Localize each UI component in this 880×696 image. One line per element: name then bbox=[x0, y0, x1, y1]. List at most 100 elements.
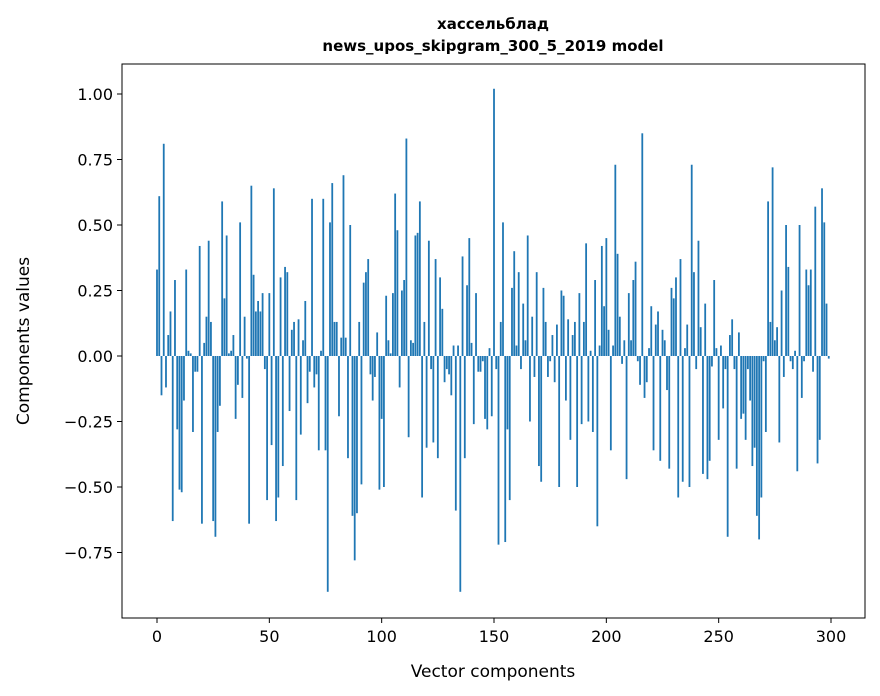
bar-112 bbox=[407, 356, 410, 438]
bar-230 bbox=[672, 298, 675, 356]
bar-118 bbox=[421, 356, 424, 498]
bar-188 bbox=[578, 293, 581, 356]
bar-181 bbox=[562, 295, 565, 356]
bar-105 bbox=[392, 293, 394, 356]
bar-245 bbox=[706, 356, 709, 480]
bar-279 bbox=[782, 356, 785, 377]
bar-225 bbox=[661, 329, 664, 356]
bar-183 bbox=[567, 319, 570, 356]
bar-2 bbox=[160, 356, 163, 396]
bar-16 bbox=[192, 356, 194, 432]
bar-113 bbox=[409, 340, 412, 356]
bar-164 bbox=[524, 340, 527, 356]
bar-14 bbox=[187, 350, 190, 356]
bar-213 bbox=[634, 261, 637, 356]
bar-32 bbox=[227, 353, 230, 356]
bar-145 bbox=[481, 356, 484, 362]
x-tick-label: 50 bbox=[259, 627, 279, 646]
bar-143 bbox=[477, 356, 480, 372]
bar-131 bbox=[450, 356, 453, 396]
bar-254 bbox=[726, 356, 729, 537]
bar-116 bbox=[416, 232, 419, 356]
bar-130 bbox=[448, 356, 450, 375]
bar-295 bbox=[818, 356, 821, 440]
bar-298 bbox=[825, 303, 828, 356]
bar-251 bbox=[720, 345, 722, 356]
bar-291 bbox=[809, 269, 812, 356]
bar-88 bbox=[353, 356, 356, 561]
bar-237 bbox=[688, 356, 691, 487]
bar-157 bbox=[508, 356, 511, 501]
bar-204 bbox=[614, 164, 617, 356]
bar-212 bbox=[632, 280, 635, 356]
bar-173 bbox=[544, 321, 547, 356]
bar-34 bbox=[232, 335, 235, 356]
bar-172 bbox=[542, 287, 545, 356]
bar-72 bbox=[317, 356, 320, 451]
bar-58 bbox=[286, 272, 289, 356]
bar-274 bbox=[771, 167, 774, 356]
bar-43 bbox=[252, 274, 255, 356]
bar-63 bbox=[297, 319, 300, 356]
bar-49 bbox=[266, 356, 268, 501]
bar-249 bbox=[715, 348, 718, 356]
bar-31 bbox=[225, 235, 228, 356]
bar-121 bbox=[427, 240, 430, 356]
bar-128 bbox=[443, 356, 446, 383]
bar-56 bbox=[281, 356, 284, 467]
bar-137 bbox=[463, 356, 466, 459]
bar-247 bbox=[711, 356, 713, 367]
bar-10 bbox=[178, 356, 181, 490]
bar-153 bbox=[499, 321, 502, 356]
bar-50 bbox=[268, 293, 271, 356]
y-axis-ticks: 1.00 0.75 0.50 0.25 0.00 −0.25 −0.50 −0.75 bbox=[64, 85, 122, 563]
bar-84 bbox=[344, 337, 347, 356]
bar-107 bbox=[396, 230, 399, 356]
bar-37 bbox=[239, 222, 242, 356]
bar-242 bbox=[699, 327, 702, 356]
bar-90 bbox=[358, 321, 361, 356]
bar-299 bbox=[827, 356, 830, 359]
bar-92 bbox=[362, 282, 365, 356]
bar-68 bbox=[308, 356, 311, 372]
bar-262 bbox=[744, 356, 747, 440]
bar-223 bbox=[657, 311, 659, 356]
bar-141 bbox=[472, 356, 475, 425]
bar-150 bbox=[493, 88, 495, 356]
y-tick-label: 1.00 bbox=[77, 85, 113, 104]
bar-221 bbox=[652, 356, 655, 451]
bar-282 bbox=[789, 356, 792, 362]
bar-179 bbox=[558, 356, 561, 487]
bar-6 bbox=[169, 311, 172, 356]
bar-239 bbox=[693, 272, 695, 356]
bar-122 bbox=[430, 356, 432, 370]
bar-9 bbox=[176, 356, 179, 430]
bar-12 bbox=[183, 356, 185, 401]
bar-264 bbox=[749, 356, 752, 401]
bar-133 bbox=[454, 356, 457, 511]
bar-115 bbox=[414, 235, 417, 356]
bar-214 bbox=[636, 356, 639, 362]
bar-48 bbox=[263, 356, 266, 370]
bar-207 bbox=[621, 356, 623, 364]
bar-182 bbox=[565, 356, 567, 401]
bars bbox=[156, 88, 830, 592]
bar-190 bbox=[582, 321, 585, 356]
bar-104 bbox=[389, 353, 392, 356]
bar-240 bbox=[695, 356, 698, 370]
bar-184 bbox=[569, 356, 572, 440]
bar-0 bbox=[156, 269, 158, 356]
bar-261 bbox=[742, 356, 745, 414]
bar-229 bbox=[670, 287, 673, 356]
bar-294 bbox=[816, 356, 819, 464]
bar-287 bbox=[800, 356, 803, 398]
bar-140 bbox=[470, 342, 473, 356]
bar-270 bbox=[762, 356, 765, 362]
bar-151 bbox=[495, 356, 498, 370]
bar-185 bbox=[571, 335, 574, 356]
bar-76 bbox=[326, 356, 329, 592]
bar-117 bbox=[418, 201, 421, 356]
bar-189 bbox=[580, 356, 583, 425]
y-tick-label: −0.25 bbox=[64, 413, 113, 432]
bar-228 bbox=[668, 356, 671, 469]
